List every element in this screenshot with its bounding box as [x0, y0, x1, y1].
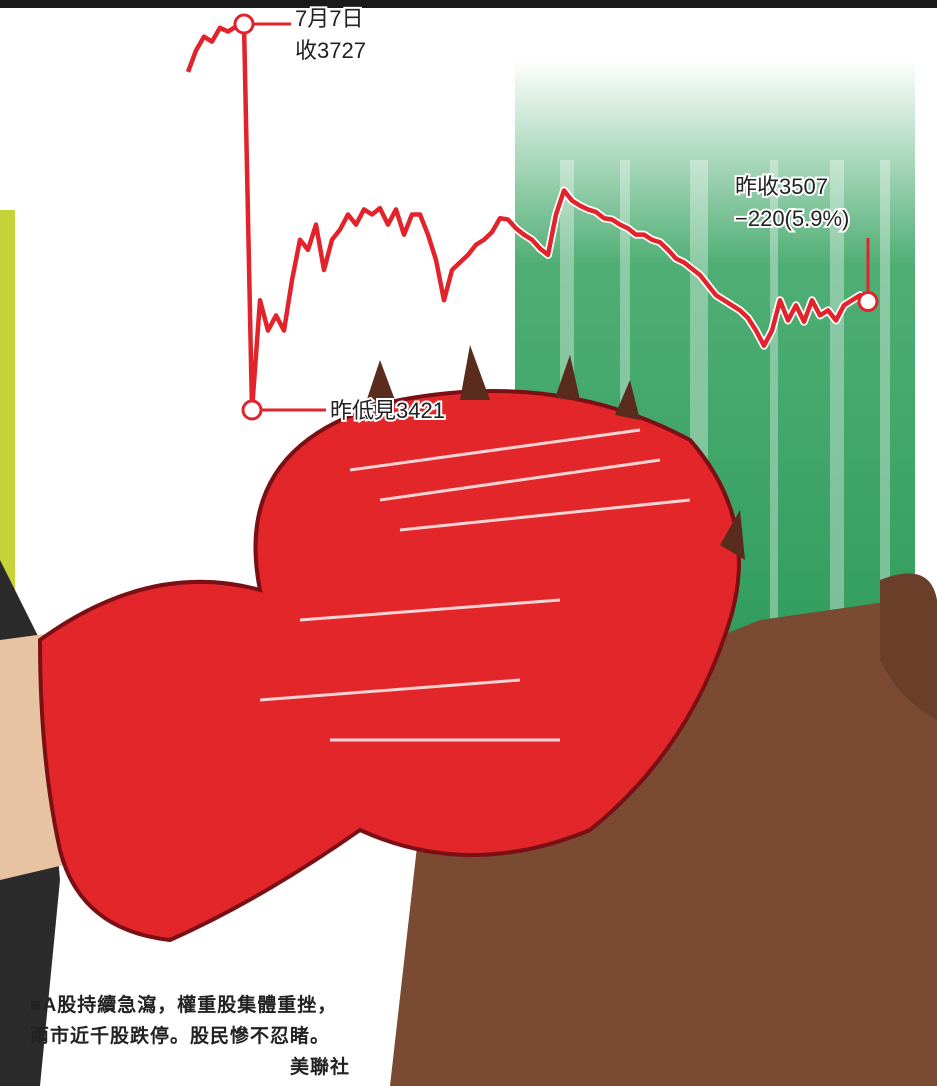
point-marker: [243, 401, 261, 419]
credit: 美聯社: [290, 1052, 350, 1083]
annotation: 昨低見3421: [330, 398, 445, 423]
point-marker: [235, 15, 253, 33]
annotation: 昨收3507: [735, 174, 828, 199]
annotation: 收3727: [295, 38, 366, 63]
annotation: 7月7日: [295, 6, 363, 31]
point-marker: [859, 293, 877, 311]
illustration: [0, 0, 937, 1086]
chart: 7月7日收3727 昨收3507 −220(5.9%) 昨低見3421: [0, 0, 937, 1086]
caption-text: ■A股持續急瀉，權重股集體重挫，兩市近千股跌停。股民慘不忍睹。: [30, 995, 337, 1047]
caption: ■A股持續急瀉，權重股集體重挫，兩市近千股跌停。股民慘不忍睹。美聯社: [30, 990, 350, 1083]
page: 7月7日收3727 昨收3507 −220(5.9%) 昨低見3421 ■A股持續急瀉…: [0, 0, 937, 1086]
annotation: −220(5.9%): [735, 206, 849, 231]
